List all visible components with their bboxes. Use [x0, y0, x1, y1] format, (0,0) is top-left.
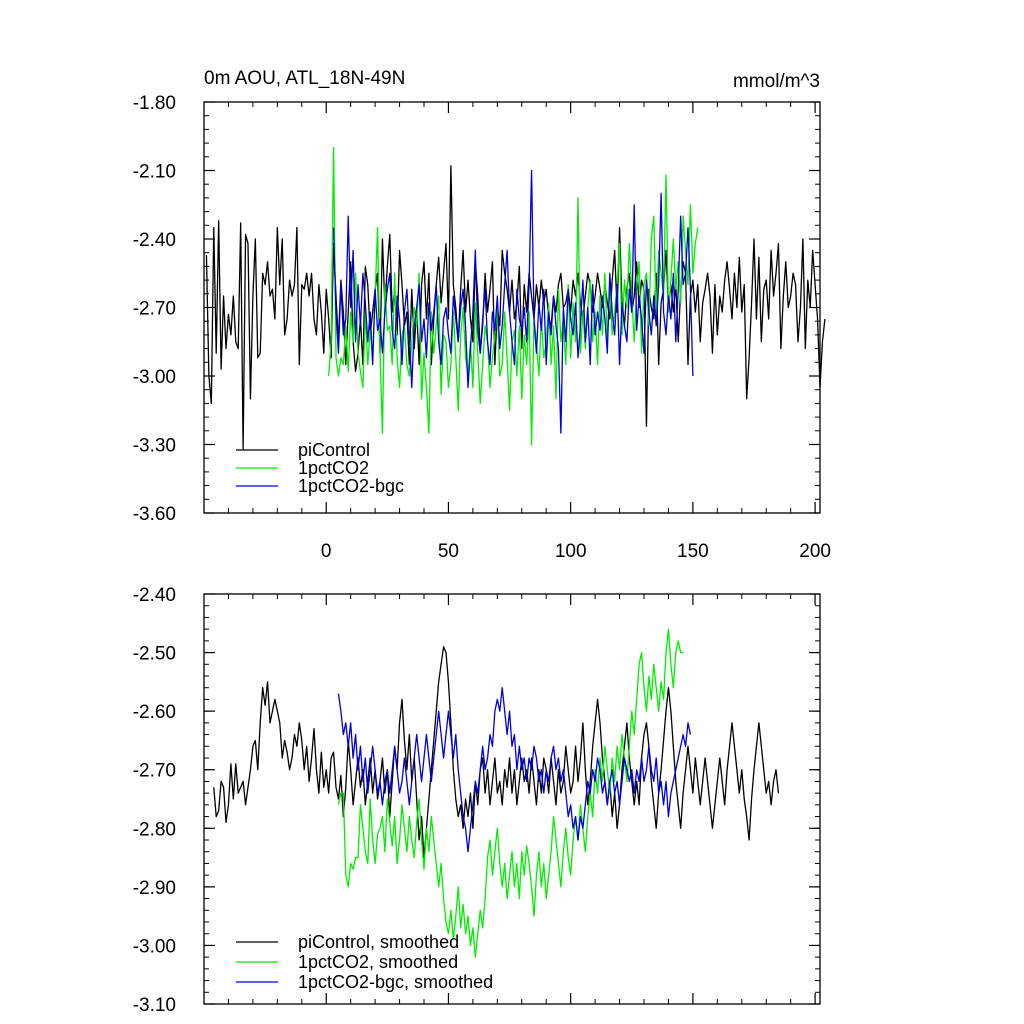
legend-label: 1pctCO2 — [298, 458, 369, 478]
y-tick-label: -2.70 — [133, 299, 176, 320]
y-tick-label: -2.40 — [133, 230, 176, 251]
panel-top: 0m AOU, ATL_18N-49N mmol/m^3 -1.80-2.10-… — [133, 68, 831, 562]
y-tick-label: -2.90 — [133, 878, 176, 899]
top-plot-area: -1.80 -2.10 -2.40 -2.70 -3.00 -3.30 -3.60 0 50 10… — [133, 93, 831, 562]
plot-frame — [203, 593, 821, 1005]
legend-label: 1pctCO2-bgc, smoothed — [298, 972, 493, 992]
series-line-3 — [337, 687, 692, 853]
y-tick-label: -2.10 — [133, 162, 176, 183]
x-tick-label: 50 — [438, 541, 459, 562]
y-tick-label: -1.80 — [133, 93, 176, 114]
y-tick-label: -2.80 — [133, 819, 176, 840]
y-tick-label: -3.00 — [133, 936, 176, 957]
y-tick-label: -3.00 — [133, 367, 176, 388]
y-tick-label: -3.30 — [133, 436, 176, 457]
legend-label: piControl — [298, 440, 370, 460]
y-tick-label: -2.60 — [133, 702, 176, 723]
x-tick-label: 200 — [799, 541, 831, 562]
top-title: 0m AOU, ATL_18N-49N — [204, 68, 405, 89]
y-tick-label: -2.40 — [133, 585, 176, 606]
legend-label: 1pctCO2-bgc — [298, 476, 404, 496]
top-units: mmol/m^3 — [733, 71, 820, 92]
y-tick-label: -2.70 — [133, 761, 176, 782]
series-line-1 — [213, 646, 780, 859]
legend-label: 1pctCO2, smoothed — [298, 952, 458, 972]
y-tick-label: -3.10 — [133, 995, 176, 1016]
x-tick-label: 150 — [677, 541, 709, 562]
series-line-3 — [332, 169, 694, 434]
y-tick-label: -2.50 — [133, 644, 176, 665]
x-tick-label: 0 — [321, 541, 332, 562]
x-tick-label: 100 — [555, 541, 587, 562]
plot-frame — [203, 101, 821, 514]
bottom-plot-area: -2.40 -2.50 -2.60 -2.70 -2.80 -2.90 -3.00 -3.10… — [133, 585, 821, 1016]
panel-bottom: -2.40 -2.50 -2.60 -2.70 -2.80 -2.90 -3.00 -3.10… — [133, 585, 821, 1016]
y-tick-label: -3.60 — [133, 504, 176, 525]
legend-label: piControl, smoothed — [298, 932, 459, 952]
series-line-2 — [337, 628, 684, 958]
